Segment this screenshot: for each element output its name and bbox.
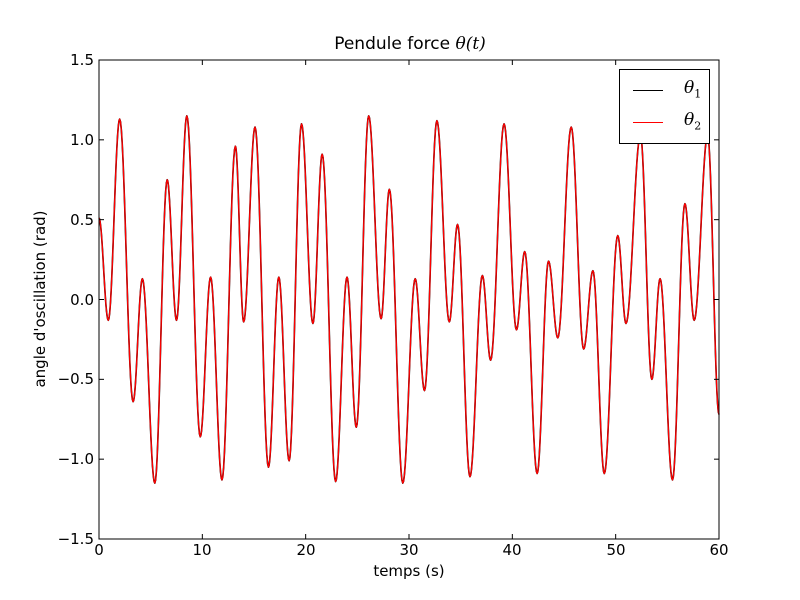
y-tick-label: −1.5 — [57, 530, 94, 548]
x-tick-label: 20 — [296, 541, 316, 559]
x-tick-label: 10 — [192, 541, 212, 559]
y-tick-label: 1.0 — [70, 131, 94, 149]
chart-title: Pendule force θ(t) — [334, 34, 486, 54]
legend-label: θ2 — [684, 110, 702, 133]
plot-lines — [98, 115, 720, 484]
legend: θ1 θ2 — [619, 69, 710, 144]
x-tick-label: 50 — [606, 541, 626, 559]
y-axis-label: angle d'oscillation (rad) — [31, 210, 49, 388]
x-tick-label: 40 — [502, 541, 522, 559]
y-tick-label: 0.5 — [70, 211, 94, 229]
axis-ticks — [98, 59, 720, 540]
legend-label: θ1 — [684, 78, 702, 101]
x-tick-label: 60 — [709, 541, 729, 559]
y-tick-label: 0.0 — [70, 291, 94, 309]
y-tick-label: −0.5 — [57, 370, 94, 388]
x-tick-label: 0 — [94, 541, 104, 559]
y-tick-label: 1.5 — [70, 51, 94, 69]
x-tick-label: 30 — [399, 541, 419, 559]
legend-item-theta2: θ2 — [620, 108, 709, 138]
series-line-2 — [98, 115, 720, 484]
x-axis-label: temps (s) — [373, 562, 445, 580]
title-math: θ(t) — [455, 34, 486, 54]
legend-item-theta1: θ1 — [620, 76, 709, 106]
legend-line-black — [633, 90, 663, 91]
y-tick-label: −1.0 — [57, 450, 94, 468]
legend-line-red — [633, 122, 663, 123]
